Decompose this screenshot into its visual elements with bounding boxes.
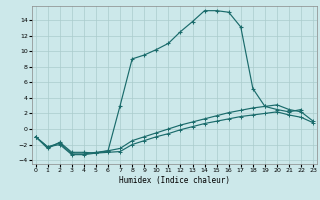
X-axis label: Humidex (Indice chaleur): Humidex (Indice chaleur) [119, 176, 230, 185]
